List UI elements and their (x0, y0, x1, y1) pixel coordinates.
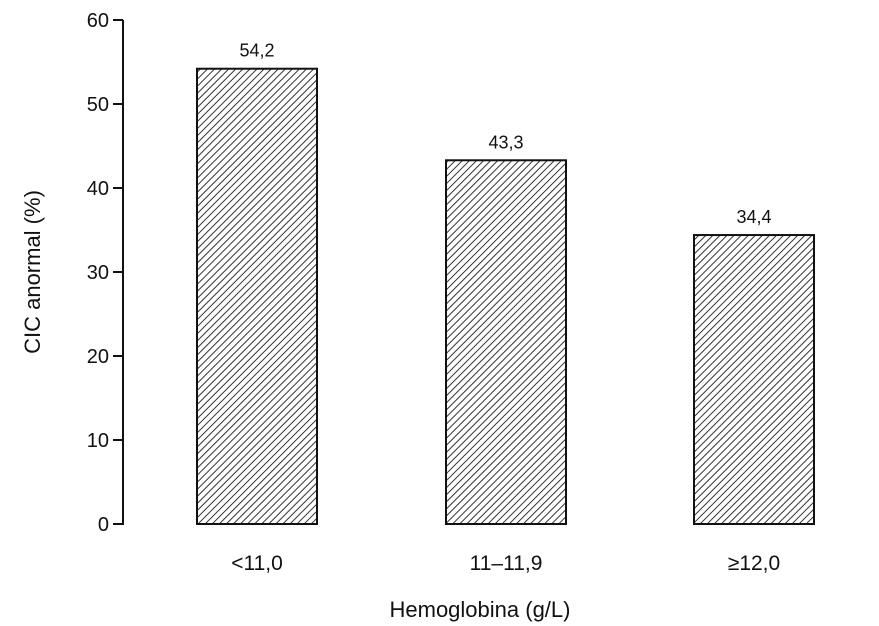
bar-data-label: 54,2 (239, 41, 274, 61)
x-axis-category-labels: <11,0 11–11,9 ≥12,0 (231, 552, 780, 575)
bar-data-label: 43,3 (488, 132, 523, 152)
y-axis-title: CIC anormal (%) (20, 190, 45, 354)
x-category-label: 11–11,9 (470, 552, 543, 575)
bar (445, 159, 567, 525)
bar-data-label: 34,4 (736, 207, 771, 227)
y-tick-label: 0 (98, 514, 109, 536)
y-tick-label: 60 (87, 10, 109, 32)
y-tick-label: 30 (87, 262, 109, 284)
data-labels-group: 54,2 43,3 34,4 (239, 41, 771, 227)
y-tick-label: 40 (87, 178, 109, 200)
x-category-label: ≥12,0 (728, 552, 780, 575)
y-tick-label: 10 (87, 430, 109, 452)
y-tick-label: 20 (87, 346, 109, 368)
y-axis-ticks: 0 10 20 30 40 50 60 (87, 10, 123, 536)
x-axis-title: Hemoglobina (g/L) (390, 597, 571, 622)
y-tick-label: 50 (87, 94, 109, 116)
bars-group (196, 67, 815, 525)
bar (693, 234, 815, 525)
x-category-label: <11,0 (231, 552, 283, 575)
bar (196, 67, 318, 525)
